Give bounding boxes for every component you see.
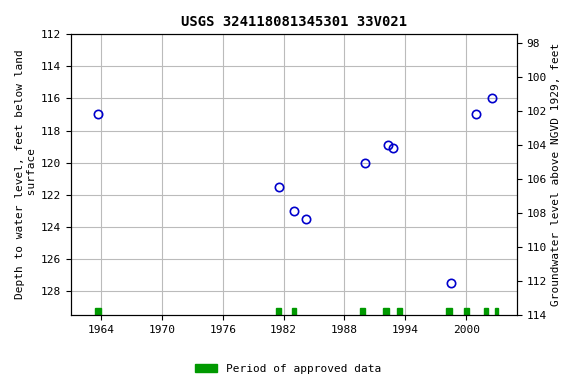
Y-axis label: Groundwater level above NGVD 1929, feet: Groundwater level above NGVD 1929, feet: [551, 43, 561, 306]
Bar: [95, 308, 101, 315]
Bar: [275, 308, 281, 315]
Bar: [495, 308, 498, 315]
Bar: [446, 308, 452, 315]
Bar: [359, 308, 365, 315]
Bar: [383, 308, 389, 315]
Bar: [464, 308, 469, 315]
Y-axis label: Depth to water level, feet below land
 surface: Depth to water level, feet below land su…: [15, 50, 37, 300]
Title: USGS 324118081345301 33V021: USGS 324118081345301 33V021: [181, 15, 407, 29]
Legend: Period of approved data: Period of approved data: [191, 359, 385, 379]
Bar: [397, 308, 402, 315]
Bar: [292, 308, 296, 315]
Bar: [484, 308, 488, 315]
